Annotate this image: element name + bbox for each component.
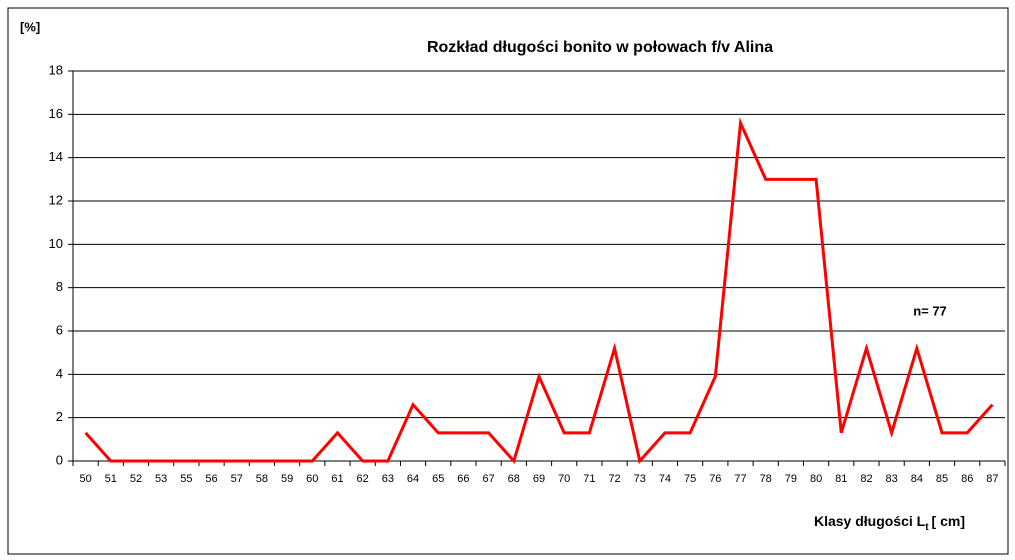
x-tick-label: 75	[684, 473, 696, 485]
x-tick-label: 66	[457, 473, 469, 485]
x-tick-label: 73	[634, 473, 646, 485]
x-tick-label: 86	[961, 473, 973, 485]
x-tick-label: 76	[709, 473, 721, 485]
data-line	[84, 117, 994, 465]
x-tick-label: 50	[79, 473, 91, 485]
chart-frame	[7, 7, 1009, 555]
y-tick-label: 10	[49, 236, 63, 251]
annotation: n= 77	[913, 303, 947, 318]
x-axis-label-sub: t	[925, 522, 929, 533]
y-tick-label: 0	[56, 452, 63, 467]
y-tick-label: 18	[49, 62, 63, 77]
x-tick-label: 71	[583, 473, 595, 485]
x-tick-label: 82	[860, 473, 872, 485]
x-tick-label: 62	[357, 473, 369, 485]
x-tick-label: 60	[306, 473, 318, 485]
x-tick-label: 81	[835, 473, 847, 485]
x-tick-label: 78	[760, 473, 772, 485]
x-tick-label: 57	[231, 473, 243, 485]
x-tick-label: 80	[810, 473, 822, 485]
x-tick-label: 55	[180, 473, 192, 485]
x-axis-label-main: Klasy długości L	[814, 513, 926, 529]
x-tick-label: 69	[533, 473, 545, 485]
y-tick-label: 2	[56, 409, 63, 424]
x-tick-label: 74	[659, 473, 671, 485]
y-tick-label: 8	[56, 279, 63, 294]
x-tick-label: 53	[155, 473, 167, 485]
y-tick-label: 14	[49, 149, 63, 164]
x-tick-label: 63	[382, 473, 394, 485]
y-tick-label: 6	[56, 322, 63, 337]
x-tick-label: 51	[105, 473, 117, 485]
x-tick-label: 84	[911, 473, 923, 485]
x-tick-label: 77	[734, 473, 746, 485]
x-tick-label: 83	[886, 473, 898, 485]
x-tick-label: 85	[936, 473, 948, 485]
y-tick-label: 12	[49, 192, 63, 207]
x-tick-label: 87	[986, 473, 998, 485]
x-axis-label: Klasy długości Lt[ cm]	[814, 513, 965, 533]
y-tick-label: 16	[49, 106, 63, 121]
x-tick-label: 59	[281, 473, 293, 485]
x-tick-label: 52	[130, 473, 142, 485]
x-tick-label: 65	[432, 473, 444, 485]
x-tick-label: 61	[331, 473, 343, 485]
x-tick-label: 58	[256, 473, 268, 485]
chart-title: Rozkład długości bonito w połowach f/v A…	[427, 39, 773, 56]
y-axis-label: [%]	[20, 19, 40, 34]
x-axis-label-unit: [ cm]	[932, 513, 965, 529]
x-tick-label: 67	[482, 473, 494, 485]
y-tick-label: 4	[56, 366, 63, 381]
x-tick-label: 56	[205, 473, 217, 485]
x-tick-label: 72	[608, 473, 620, 485]
x-tick-label: 70	[558, 473, 570, 485]
x-tick-label: 64	[407, 473, 419, 485]
x-tick-label: 68	[508, 473, 520, 485]
x-tick-label: 79	[785, 473, 797, 485]
